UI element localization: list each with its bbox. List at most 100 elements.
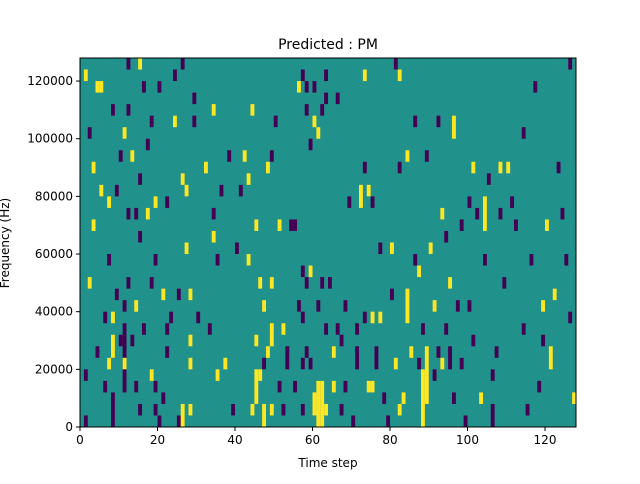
x-axis-label: Time step xyxy=(297,456,357,470)
heatmap-cell xyxy=(405,288,410,324)
heatmap-cell xyxy=(424,150,429,162)
heatmap-cell xyxy=(297,81,301,93)
heatmap-cell xyxy=(103,380,108,393)
heatmap-cell xyxy=(269,403,274,416)
heatmap-cell xyxy=(269,277,274,289)
heatmap-cell xyxy=(471,161,476,174)
heatmap-cell xyxy=(227,150,232,162)
heatmap-cell xyxy=(126,58,131,70)
heatmap-cell xyxy=(347,196,352,208)
heatmap-cell xyxy=(421,323,425,335)
heatmap-cell xyxy=(161,288,166,301)
heatmap-cell xyxy=(165,323,170,335)
heatmap-cell xyxy=(483,254,487,266)
heatmap-cell xyxy=(281,403,286,416)
heatmap-cell xyxy=(83,69,88,82)
heatmap-cell xyxy=(153,196,158,208)
heatmap-cell xyxy=(343,300,348,312)
heatmap-cell xyxy=(560,207,565,220)
heatmap-cell xyxy=(126,207,131,220)
heatmap-cell xyxy=(378,242,383,255)
heatmap-cell xyxy=(370,380,375,393)
heatmap-cell xyxy=(95,81,100,93)
heatmap-cell xyxy=(417,265,422,278)
heatmap-cell xyxy=(289,219,294,231)
heatmap-cell xyxy=(393,58,398,70)
heatmap-cell xyxy=(448,277,453,289)
y-tick-label: 100000 xyxy=(27,132,73,146)
heatmap-cell xyxy=(316,380,321,416)
heatmap-cell xyxy=(417,357,422,370)
heatmap-cell xyxy=(366,380,371,393)
heatmap-cell xyxy=(300,265,305,278)
heatmap-cell xyxy=(196,311,201,324)
heatmap-cell xyxy=(355,323,360,335)
heatmap-cell xyxy=(266,161,270,174)
heatmap-cell xyxy=(235,242,239,255)
heatmap-cell xyxy=(188,334,193,347)
heatmap-cell xyxy=(297,300,301,312)
heatmap-cell xyxy=(324,403,329,416)
heatmap-cell xyxy=(521,323,526,335)
heatmap-cell xyxy=(510,196,515,208)
heatmap-cell xyxy=(335,92,340,105)
heatmap-cell xyxy=(324,323,329,335)
heatmap-cell xyxy=(525,403,530,416)
heatmap-cell xyxy=(176,415,181,427)
x-tick-label: 40 xyxy=(227,433,242,447)
heatmap-cell xyxy=(378,311,383,324)
heatmap-cell xyxy=(262,300,267,312)
heatmap-cell xyxy=(204,161,208,174)
heatmap-cell xyxy=(316,300,321,312)
heatmap-cell xyxy=(293,380,298,393)
heatmap-cell xyxy=(490,369,495,381)
heatmap-cell xyxy=(452,115,456,139)
y-tick-label: 60000 xyxy=(35,247,73,261)
heatmap-cell xyxy=(134,300,139,312)
heatmap-cell xyxy=(258,277,263,289)
heatmap-cell xyxy=(521,127,526,139)
heatmap-cell xyxy=(153,380,158,393)
heatmap-cell xyxy=(432,300,437,312)
heatmap-cell xyxy=(231,403,236,416)
heatmap-cell xyxy=(498,161,503,174)
heatmap-cell xyxy=(300,69,305,82)
heatmap-cell xyxy=(324,92,329,105)
heatmap-cell xyxy=(145,207,150,220)
heatmap-cell xyxy=(262,357,267,370)
heatmap-cell xyxy=(541,300,546,312)
heatmap-cell xyxy=(192,92,197,105)
heatmap-cell xyxy=(107,254,112,266)
heatmap-cell xyxy=(421,369,425,427)
x-tick-label: 20 xyxy=(150,433,165,447)
heatmap-cell xyxy=(165,196,170,208)
heatmap-cell xyxy=(83,415,88,427)
heatmap-cell xyxy=(483,196,487,231)
chart-title: Predicted : PM xyxy=(278,37,378,53)
heatmap-cell xyxy=(312,81,317,93)
heatmap-cell xyxy=(87,277,92,289)
x-tick-label: 80 xyxy=(382,433,397,447)
heatmap-cell xyxy=(362,69,367,82)
heatmap-cell xyxy=(304,277,309,289)
heatmap-cell xyxy=(339,334,344,347)
heatmap-cell xyxy=(250,104,255,116)
heatmap-cell xyxy=(374,346,379,370)
heatmap-cell xyxy=(436,346,441,358)
heatmap-cell xyxy=(266,346,270,358)
heatmap-cell xyxy=(382,392,387,404)
heatmap-cell xyxy=(262,403,267,427)
heatmap-cell xyxy=(130,150,135,162)
heatmap-cell xyxy=(498,207,503,220)
heatmap-cell xyxy=(448,346,453,370)
heatmap-cell xyxy=(180,58,185,70)
heatmap-cell xyxy=(331,346,336,358)
heatmap-cell xyxy=(304,81,309,93)
heatmap-cell xyxy=(320,415,325,427)
heatmap-cell xyxy=(424,346,429,404)
heatmap-cell xyxy=(188,288,193,301)
heatmap-cell xyxy=(103,311,108,324)
heatmap-cell xyxy=(308,138,313,151)
heatmap-cell xyxy=(246,254,251,266)
